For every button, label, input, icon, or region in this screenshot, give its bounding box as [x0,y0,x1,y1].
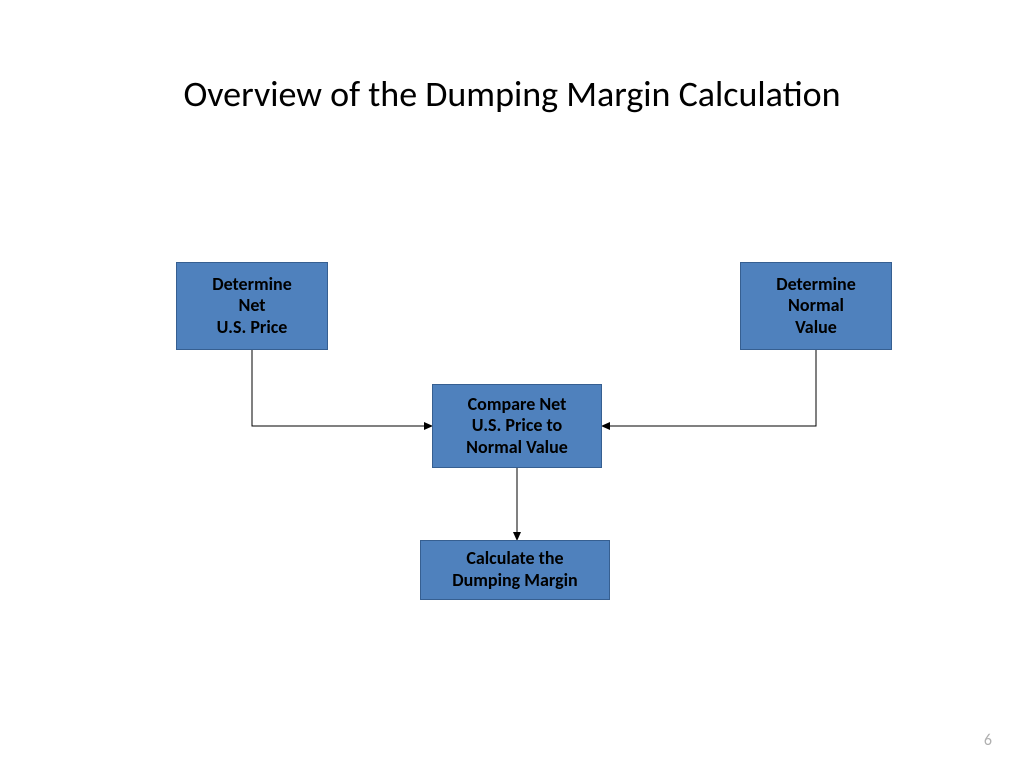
flowchart-node-calc: Calculate the Dumping Margin [420,540,610,600]
edge-usprice-to-compare [252,350,432,426]
slide-title: Overview of the Dumping Margin Calculati… [0,72,1024,116]
edge-normal-to-compare [602,350,816,426]
page-number: 6 [984,731,992,750]
flowchart-node-normal: Determine Normal Value [740,262,892,350]
flowchart-node-compare: Compare Net U.S. Price to Normal Value [432,384,602,468]
flowchart-node-usprice: Determine Net U.S. Price [176,262,328,350]
